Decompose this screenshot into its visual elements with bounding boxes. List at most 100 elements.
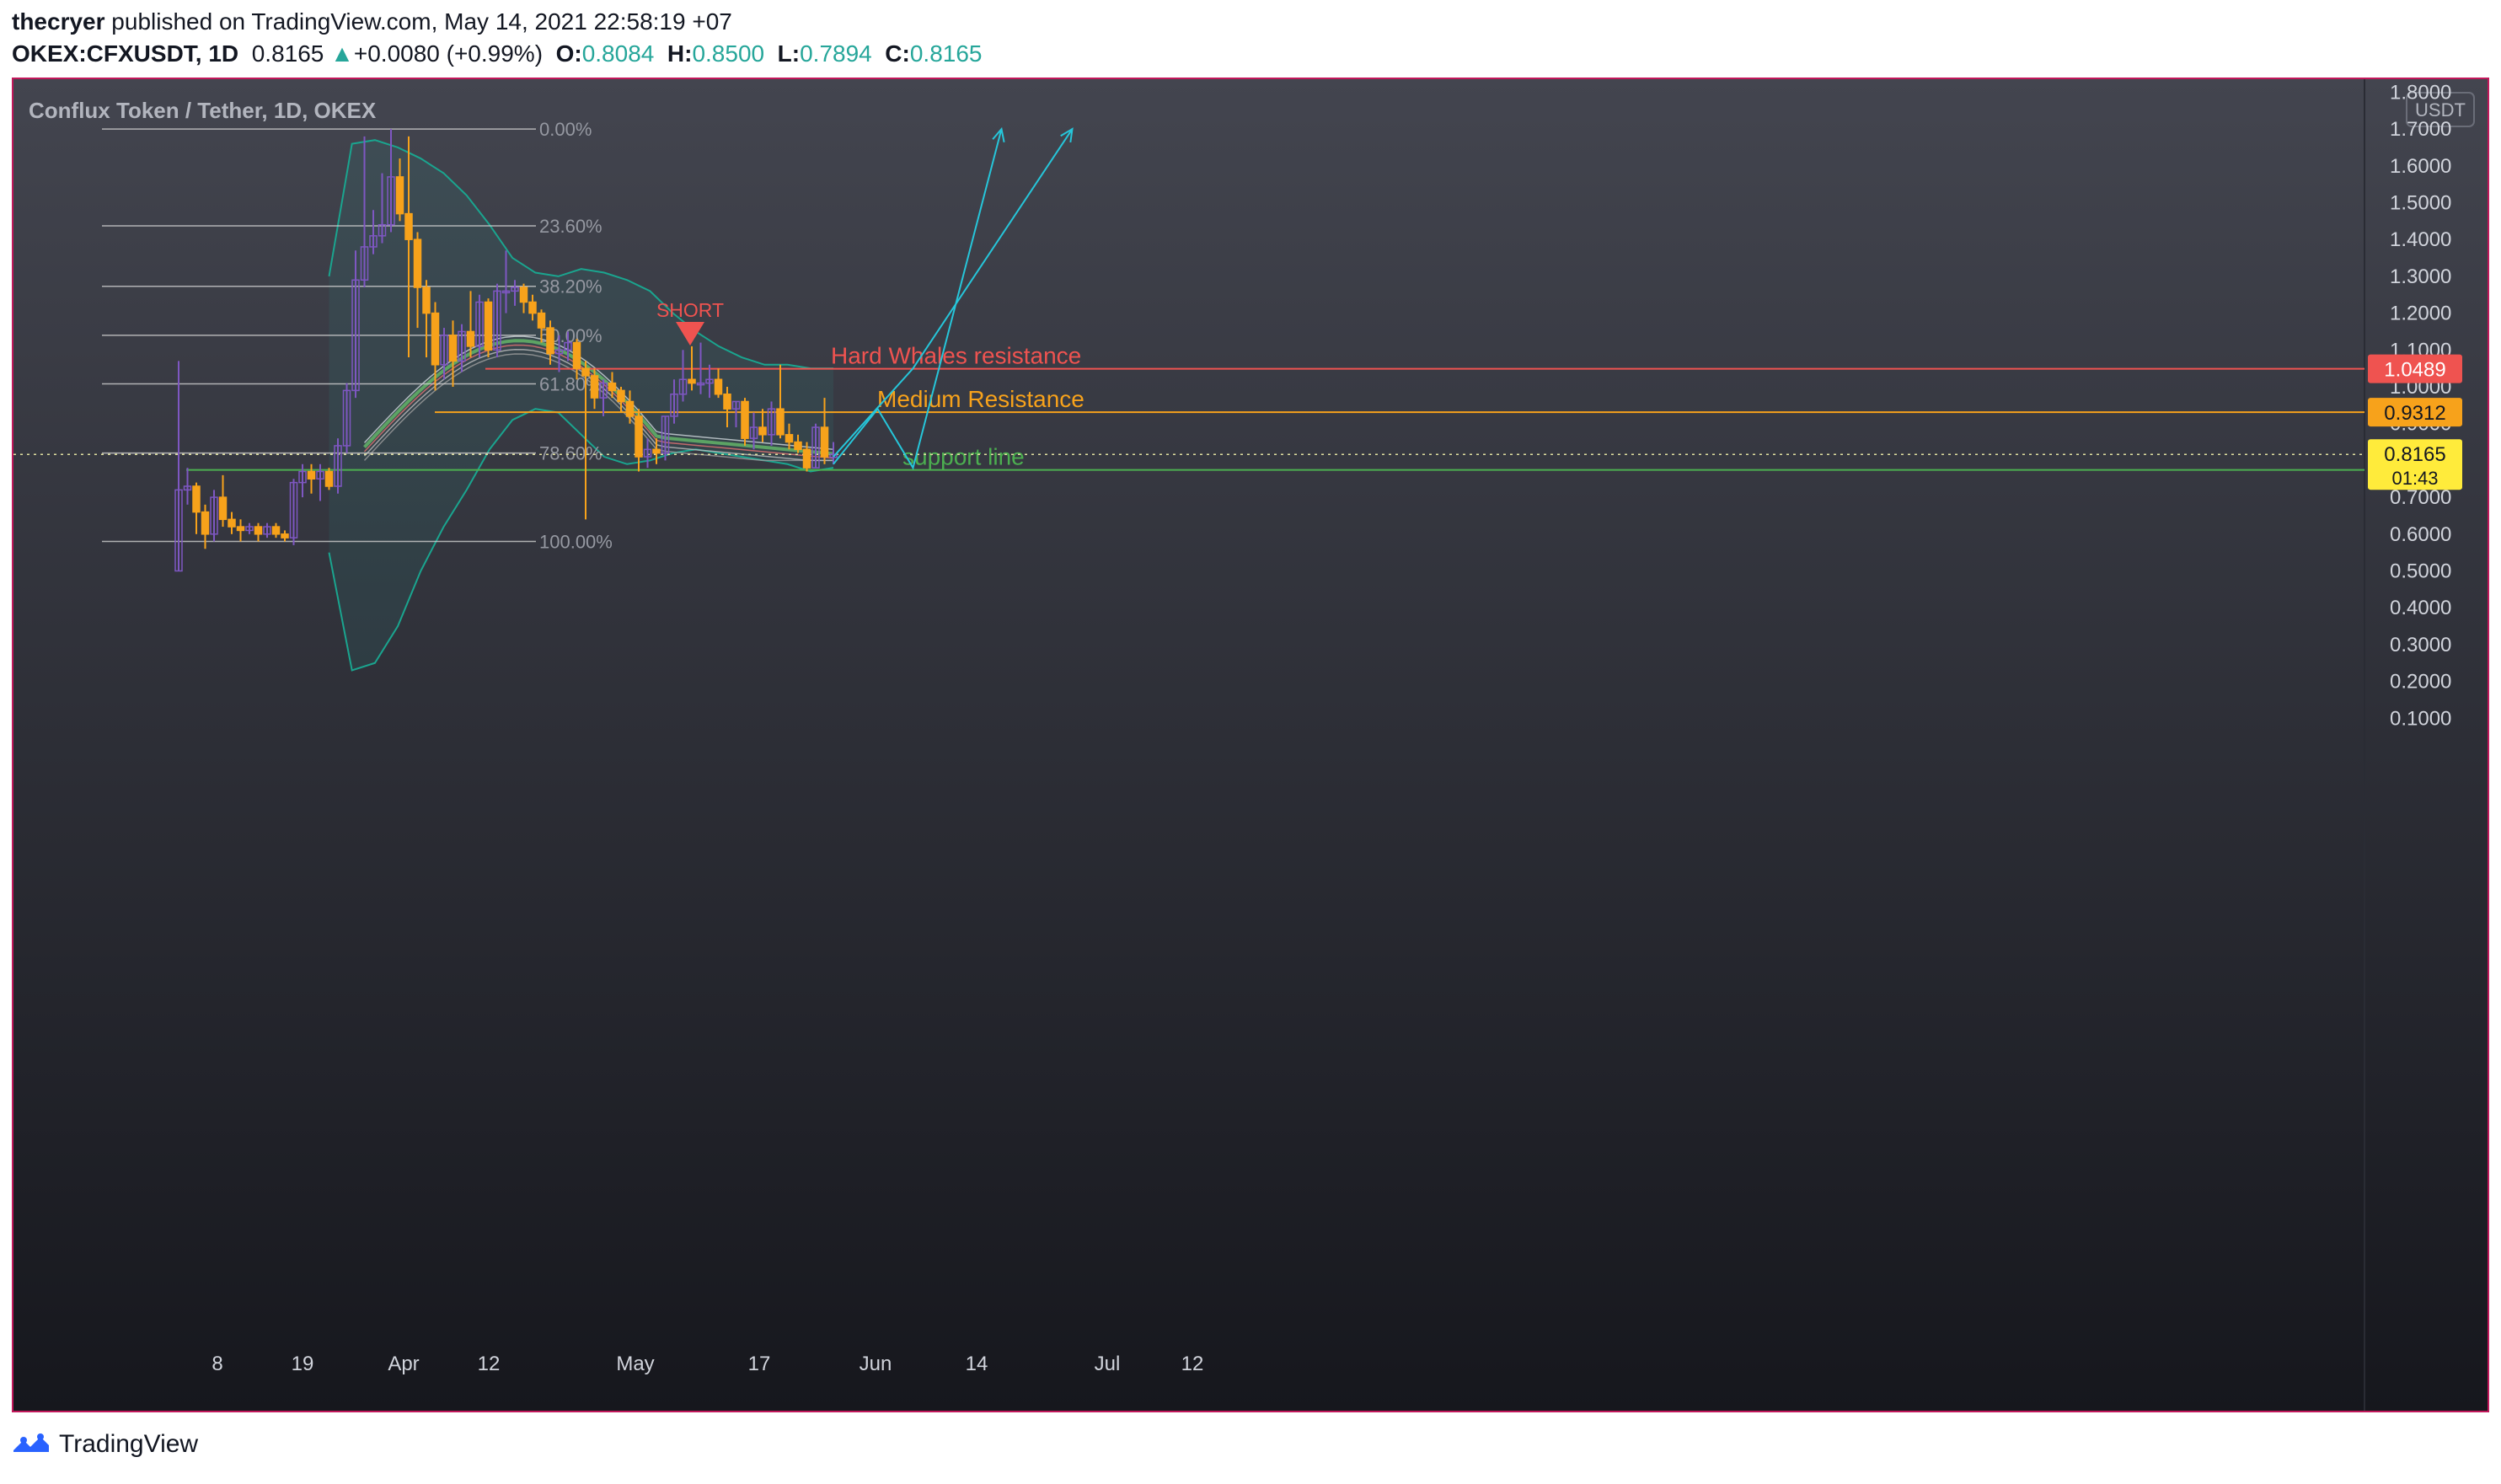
symbol-info: OKEX:CFXUSDT, 1D 0.8165 ▲+0.0080 (+0.99%…: [12, 40, 982, 67]
candle-body: [581, 367, 590, 377]
candles: [174, 129, 838, 572]
candle-body: [767, 408, 776, 436]
candle-body: [448, 335, 458, 362]
publish-info: thecryer published on TradingView.com, M…: [12, 8, 732, 35]
candle-body: [811, 426, 820, 469]
candle-body: [254, 526, 263, 535]
price-tick-label: 0.1000: [2390, 707, 2451, 730]
candle-body: [271, 526, 281, 535]
candle-body: [564, 341, 572, 351]
time-axis[interactable]: 8 19 Apr 12 May 17 Jun 14 Jul 12: [212, 1353, 1203, 1375]
candle-body: [228, 518, 236, 528]
moving-average-line: [363, 335, 834, 451]
candle-body: [546, 327, 554, 355]
price-badge-label: 1.0489: [2384, 359, 2445, 382]
tradingview-logo-icon: [13, 1433, 49, 1452]
time-tick-label: 14: [966, 1353, 988, 1375]
short-annotation-label: SHORT: [656, 299, 724, 321]
time-tick-label: 17: [748, 1353, 771, 1375]
candle-body: [731, 400, 741, 410]
candle-body: [493, 290, 501, 351]
price-tick-label: 1.5000: [2390, 192, 2451, 215]
time-tick-label: 12: [1181, 1353, 1204, 1375]
price-badge-label: 0.9312: [2384, 402, 2445, 425]
price-chart[interactable]: Conflux Token / Tether, 1D, OKEX USDT 0.…: [13, 79, 2488, 1411]
candle-body: [741, 400, 749, 439]
publisher-name[interactable]: thecryer: [12, 8, 105, 35]
candle-body: [174, 489, 183, 572]
short-arrow-icon: [676, 322, 704, 346]
symbol-label: OKEX:CFXUSDT, 1D: [12, 40, 239, 67]
candle-body: [829, 453, 838, 458]
candle-body: [378, 223, 387, 237]
bollinger-fill: [329, 140, 833, 671]
close-label: C:: [885, 40, 910, 67]
candle-body: [794, 441, 802, 451]
candle-body: [192, 485, 201, 513]
projection-arrows: [833, 126, 1074, 470]
low-label: L:: [777, 40, 801, 67]
time-tick-label: 19: [292, 1353, 314, 1375]
candle-body: [572, 341, 581, 369]
candle-body: [263, 526, 271, 535]
candle-body: [201, 511, 210, 535]
fib-level-label: 0.00%: [539, 119, 592, 140]
currency-badge[interactable]: [2406, 92, 2475, 127]
candle-body: [236, 526, 245, 532]
candle-body: [590, 375, 599, 399]
bar-countdown-label: 01:43: [2391, 468, 2438, 489]
bollinger-upper-line: [328, 139, 833, 370]
projection-arrowhead-icon: [1060, 127, 1074, 143]
chart-frame[interactable]: Conflux Token / Tether, 1D, OKEX USDT 0.…: [12, 78, 2489, 1412]
candle-body: [431, 312, 440, 366]
high-value: 0.8500: [692, 40, 765, 67]
candle-body: [776, 408, 785, 436]
currency-label: USDT: [2415, 99, 2466, 121]
candle-body: [298, 470, 307, 484]
candle-body: [440, 335, 448, 366]
price-tick-label: 1.3000: [2390, 265, 2451, 288]
last-price: 0.8165: [251, 40, 324, 67]
time-tick-label: Jun: [860, 1353, 892, 1375]
moving-average-line: [363, 353, 833, 462]
candle-body: [210, 496, 218, 535]
candle-body: [289, 481, 298, 538]
candle-body: [316, 470, 324, 480]
last-price-badge-label: 0.8165: [2384, 443, 2445, 466]
time-tick-label: 12: [478, 1353, 501, 1375]
candle-body: [802, 448, 811, 469]
candle-body: [688, 378, 696, 384]
candle-body: [608, 382, 617, 392]
price-tick-label: 0.3000: [2390, 634, 2451, 656]
price-tick-label: 1.4000: [2390, 228, 2451, 251]
price-tick-label: 1.6000: [2390, 155, 2451, 178]
price-tick-label: 0.2000: [2390, 671, 2451, 694]
bollinger-lower-line: [328, 408, 834, 672]
bollinger-bands: [328, 139, 834, 672]
candle-body: [652, 448, 661, 454]
candle-body: [307, 470, 316, 480]
price-change: +0.0080 (+0.99%): [353, 40, 544, 67]
moving-average-line: [363, 349, 833, 462]
price-tick-label: 0.7000: [2390, 486, 2451, 509]
price-tick-label: 0.5000: [2390, 560, 2451, 583]
candle-body: [537, 312, 546, 329]
candle-body: [360, 246, 369, 281]
last-price-badge: [2368, 439, 2462, 490]
candle-body: [511, 287, 519, 292]
candle-body: [387, 176, 395, 226]
fib-level-label: 78.60%: [539, 443, 602, 464]
price-tick-label: 1.2000: [2390, 303, 2451, 325]
price-tick-label: 0.6000: [2390, 523, 2451, 546]
candle-body: [643, 448, 652, 458]
price-tick-label: 0.4000: [2390, 597, 2451, 619]
candle-body: [351, 279, 360, 392]
publish-header: thecryer published on TradingView.com, M…: [0, 0, 2501, 78]
candle-body: [245, 526, 254, 532]
candle-body: [599, 382, 608, 399]
tradingview-brand[interactable]: TradingView: [12, 1430, 198, 1459]
time-tick-label: 8: [212, 1353, 222, 1375]
candle-body: [395, 176, 404, 215]
candle-body: [334, 445, 342, 487]
